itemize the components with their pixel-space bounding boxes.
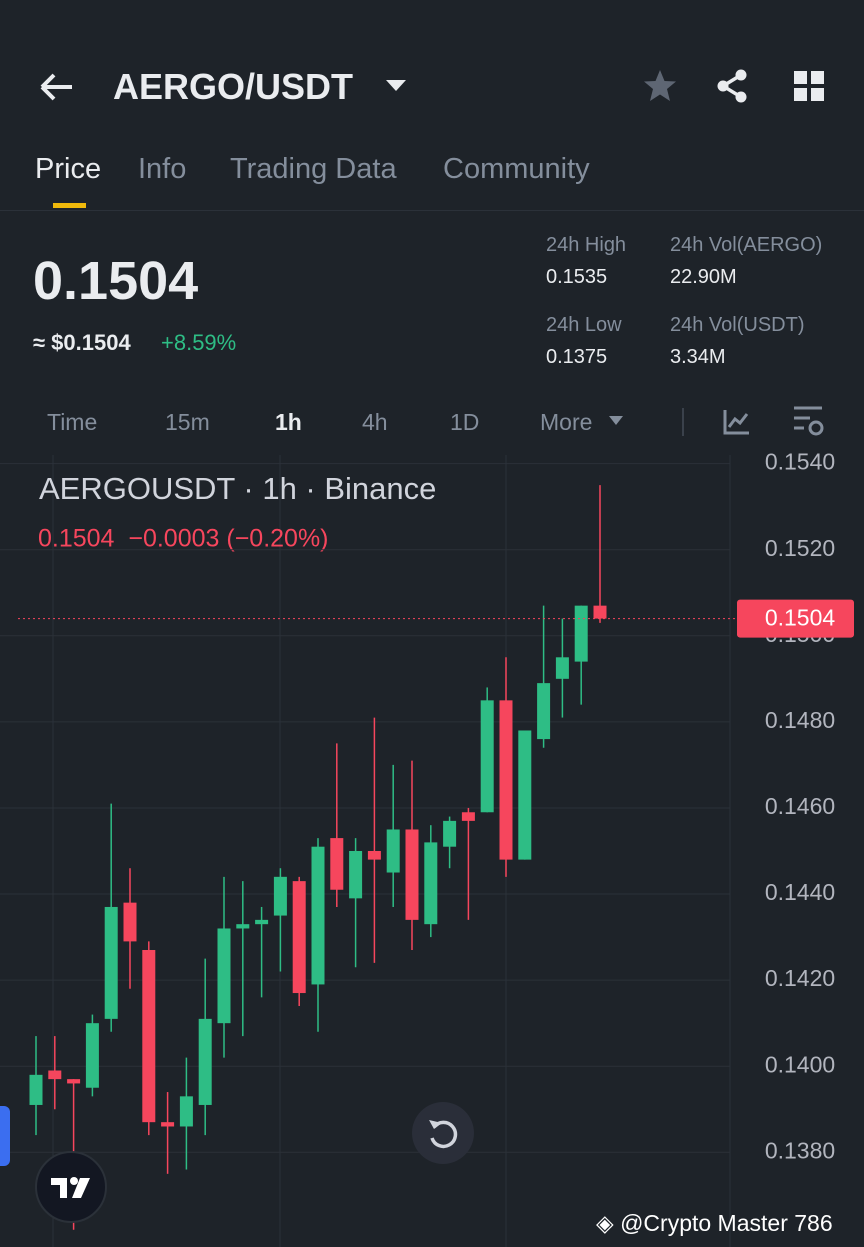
candle-body xyxy=(48,1070,62,1080)
stat-label: 24h Low xyxy=(546,314,622,336)
candle-body xyxy=(29,1074,43,1105)
interval[interactable]: 4h xyxy=(362,409,388,435)
candle-body xyxy=(330,838,344,890)
separator xyxy=(682,408,684,436)
chart-subtitle: 0.1504 −0.0003 (−0.20%) xyxy=(38,525,329,553)
watermark: ◈ @Crypto Master 786 xyxy=(596,1210,833,1236)
candle-body xyxy=(405,829,419,920)
y-tick-label: 0.1440 xyxy=(765,879,835,905)
candle-body xyxy=(85,1023,99,1088)
back-button[interactable] xyxy=(36,70,76,104)
candle-body xyxy=(386,829,400,873)
favorite-icon[interactable] xyxy=(642,68,678,104)
pair-dropdown[interactable] xyxy=(385,78,407,94)
candle-body xyxy=(255,919,269,925)
side-tab[interactable] xyxy=(0,1106,10,1166)
y-tick-label: 0.1420 xyxy=(765,965,835,991)
tab[interactable]: Community xyxy=(443,153,590,185)
candle-body xyxy=(461,812,475,821)
pair-title[interactable]: AERGO/USDT xyxy=(113,66,354,107)
interval[interactable]: 15m xyxy=(165,409,210,435)
share-icon[interactable] xyxy=(714,68,750,104)
candle-body xyxy=(593,605,607,619)
candle-body xyxy=(161,1122,175,1127)
candle-body xyxy=(443,820,457,847)
candle-body xyxy=(367,851,381,860)
stat-label: 24h High xyxy=(546,234,627,256)
tab[interactable]: Info xyxy=(138,153,187,185)
stat-label: 24h Vol(USDT) xyxy=(670,314,805,336)
y-tick-label: 0.1540 xyxy=(765,449,835,475)
stat-value: 0.1375 xyxy=(546,346,608,368)
stat-value: 22.90M xyxy=(670,266,737,288)
candle-body xyxy=(217,928,231,1024)
candle-body xyxy=(292,881,306,994)
candle-body xyxy=(142,950,156,1123)
more-arrow xyxy=(609,416,623,425)
candle-body xyxy=(518,730,532,860)
candle-body xyxy=(574,605,588,662)
interval-active[interactable]: 1h xyxy=(275,409,302,435)
candle-body xyxy=(67,1079,81,1084)
candle-body xyxy=(480,700,494,813)
tab[interactable]: Trading Data xyxy=(230,153,397,185)
chart-title: AERGOUSDT · 1h · Binance xyxy=(39,471,436,506)
reset-button[interactable] xyxy=(410,1100,476,1166)
last-price: 0.1504 xyxy=(33,251,199,311)
layout-icon[interactable] xyxy=(793,70,825,102)
candle-body xyxy=(198,1018,212,1105)
candle-body xyxy=(104,906,118,1019)
y-tick-label: 0.1520 xyxy=(765,535,835,561)
last-price-tag xyxy=(737,599,854,638)
last-price-label: 0.1504 xyxy=(765,605,836,631)
stat-label: 24h Vol(AERGO) xyxy=(670,234,823,256)
candle-body xyxy=(424,842,438,925)
divider xyxy=(0,210,864,211)
stat-value: 3.34M xyxy=(670,346,726,368)
candle-body xyxy=(236,924,250,929)
candle-body xyxy=(311,846,325,985)
interval[interactable]: Time xyxy=(47,409,98,435)
settings-icon[interactable] xyxy=(792,405,826,439)
stat-value: 0.1535 xyxy=(546,266,608,288)
interval-more[interactable]: More xyxy=(540,409,593,435)
candle-body xyxy=(537,683,551,740)
y-tick-label: 0.1460 xyxy=(765,793,835,819)
tab-indicator xyxy=(53,203,86,208)
candle-body xyxy=(123,902,137,942)
y-tick-label: 0.1400 xyxy=(765,1051,835,1077)
fiat-price: ≈ $0.1504 xyxy=(33,330,131,355)
candle-body xyxy=(179,1096,193,1127)
interval[interactable]: 1D xyxy=(450,409,480,435)
candle-body xyxy=(273,876,287,916)
indicator-icon[interactable] xyxy=(722,407,752,437)
candle-body xyxy=(555,657,569,679)
watermark-text: @Crypto Master 786 xyxy=(620,1210,833,1236)
tradingview-logo xyxy=(35,1151,107,1223)
y-tick-label: 0.1480 xyxy=(765,707,835,733)
candle-body xyxy=(349,851,363,899)
tab-active[interactable]: Price xyxy=(35,153,102,185)
y-tick-label: 0.1380 xyxy=(765,1137,835,1163)
price-change: +8.59% xyxy=(161,330,237,355)
candle-body xyxy=(499,700,513,860)
